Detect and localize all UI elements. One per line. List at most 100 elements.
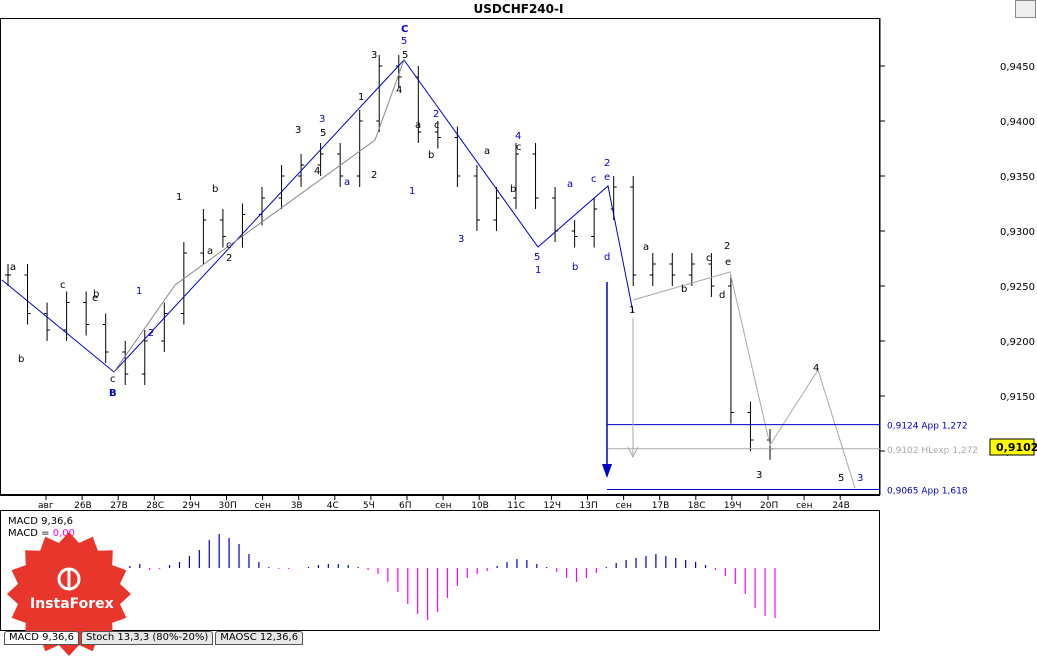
wave-label: d [604,252,610,263]
wave-label: 4 [314,166,320,177]
tab-maosc[interactable]: MAOSC 12,36,6 [215,631,304,645]
wave-label: 4 [813,363,819,374]
wave-label: B [109,388,117,399]
time-tick-label: сен [435,501,451,511]
tab-macd[interactable]: MACD 9,36,6 [4,631,79,645]
time-tick-label: 11С [507,501,525,511]
wave-label: 1 [136,286,142,297]
wave-label: e [725,257,731,268]
wave-label: 4 [515,131,521,142]
logo-text: InstaForex [30,596,114,612]
instaforex-logo [7,532,131,656]
wave-label: b [681,284,687,295]
wave-label: c [591,174,597,185]
wave-label: b [510,184,516,195]
wave-label: c [516,142,522,153]
indicator-frame [0,510,880,631]
wave-label: 3 [458,234,464,245]
wave-label: 2 [433,109,439,120]
wave-label: 2 [226,253,232,264]
wave-label: c [226,240,232,251]
wave-label: 2 [371,170,377,181]
current-price-label: 0,9102 [996,441,1037,454]
price-tick-label: 0,9250 [1000,282,1035,293]
wave-label: 3 [756,470,762,481]
wave-label: c [706,253,712,264]
wave-label: 2 [724,241,730,252]
time-tick-label: сен [616,501,632,511]
current-price-box [989,438,1035,456]
wave-label: 3 [295,125,301,136]
time-tick-label: 3В [291,501,303,511]
price-tick-label: 0,9200 [1000,337,1035,348]
secondary-arrow-head [627,446,639,459]
chart-title: USDCHF240-I [473,2,564,16]
time-tick-label: сен [255,501,271,511]
time-tick-label: 10В [471,501,489,511]
time-tick-label: 20П [760,501,778,511]
wave-label: 3 [319,114,325,125]
wave-label: a [415,120,421,131]
time-axis: авг 26В 27В 28С 29Ч 30П сен 3В 4С 5Ч 6П сен 10В 11С 12… [38,495,850,511]
target-arrow-head [602,464,612,478]
macd-value-line: MACD = 0,00 [8,528,75,539]
wave-label: 1 [629,305,635,316]
wave-label: 3 [371,50,377,61]
wave-label: 2 [148,328,154,339]
time-tick-label: 4С [327,501,339,511]
wave-label: e [92,293,98,304]
wave-label: 1 [535,265,541,276]
wave-label: 5 [320,128,326,139]
time-tick-label: авг [38,501,54,511]
time-tick-label: сен [796,501,812,511]
target-levels: 0,9124 App 1,272 0,9102 HLexp 1,272 0,9065… [607,422,978,497]
wave-label: 1 [409,186,415,197]
wave-label: a [344,177,350,188]
wave-label: 5 [402,50,408,61]
tab-stoch[interactable]: Stoch 13,3,3 (80%-20%) [80,631,214,645]
time-tick-label: 30П [219,501,237,511]
wave-label: 1 [358,92,364,103]
wave-label: a [207,246,213,257]
wave-label: a [567,179,573,190]
time-tick-label: 5Ч [363,501,375,511]
window-corner-button[interactable] [1015,0,1036,18]
price-tick-label: 0,9350 [1000,172,1035,183]
main-plot-frame [0,18,880,495]
wave-label: c [110,374,116,385]
macd-histogram [109,534,776,620]
wave-line-gray [113,59,405,373]
wave-lines [1,59,856,489]
wave-line-blue [1,59,634,373]
wave-label: c [60,280,66,291]
wave-label: a [10,262,16,273]
time-tick-label: 6П [399,501,412,511]
time-tick-label: 26В [74,501,92,511]
wave-label: 5 [401,36,407,47]
indicator-tabs: MACD 9,36,6 Stoch 13,3,3 (80%-20%) MAOSC… [4,631,304,645]
time-tick-label: 24В [832,501,850,511]
wave-label: 3 [857,473,863,484]
level-label: 0,9102 HLexp 1,272 [887,446,978,456]
time-tick-label: 18С [688,501,706,511]
time-tick-label: 17В [652,501,670,511]
wave-label: c [434,120,440,131]
price-tick-label: 0,9300 [1000,227,1035,238]
wave-labels: abcebcB121bac23354a132C5541a2cb3a4cb51ab… [10,24,863,484]
time-tick-label: 12Ч [543,501,561,511]
wave-label: e [604,172,610,183]
wave-label: b [428,150,434,161]
wave-label: 2 [604,158,610,169]
price-axis: 0,9450 0,9400 0,9350 0,9300 0,9250 0,9200 0,91… [880,62,1035,458]
wave-label: 5 [838,473,844,484]
time-tick-label: 19Ч [724,501,742,511]
macd-value: 0,00 [52,528,75,539]
level-label: 0,9124 App 1,272 [887,422,968,432]
time-tick-label: 27В [110,501,128,511]
price-tick-label: 0,9400 [1000,117,1035,128]
ohlc-bars [5,55,773,460]
wave-label: 5 [534,252,540,263]
wave-label: b [212,184,218,195]
